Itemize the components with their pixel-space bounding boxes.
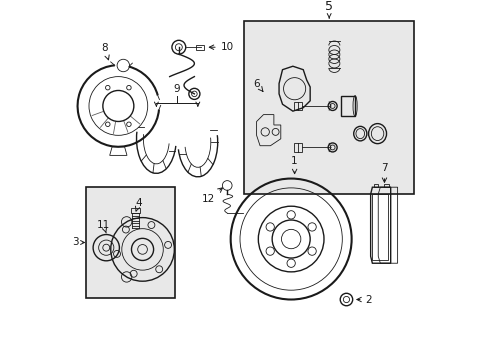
- Text: 3: 3: [72, 238, 79, 247]
- Bar: [293, 102, 301, 110]
- Text: 5: 5: [325, 0, 332, 13]
- Bar: [372, 194, 387, 260]
- Bar: [293, 143, 301, 152]
- Text: 2: 2: [356, 294, 371, 305]
- Text: 9: 9: [173, 84, 180, 94]
- Bar: [196, 45, 203, 50]
- Bar: [384, 184, 388, 187]
- Text: 10: 10: [209, 42, 233, 52]
- Text: 7: 7: [380, 163, 387, 182]
- Bar: [373, 184, 378, 187]
- Bar: [131, 208, 140, 213]
- Text: 12: 12: [201, 188, 222, 204]
- Bar: [85, 187, 175, 298]
- Bar: [341, 96, 354, 116]
- Text: 4: 4: [135, 198, 142, 211]
- Text: 6: 6: [253, 78, 263, 91]
- Bar: [244, 21, 413, 194]
- Text: 11: 11: [97, 220, 110, 233]
- Text: 1: 1: [291, 156, 297, 174]
- Text: 8: 8: [101, 43, 109, 60]
